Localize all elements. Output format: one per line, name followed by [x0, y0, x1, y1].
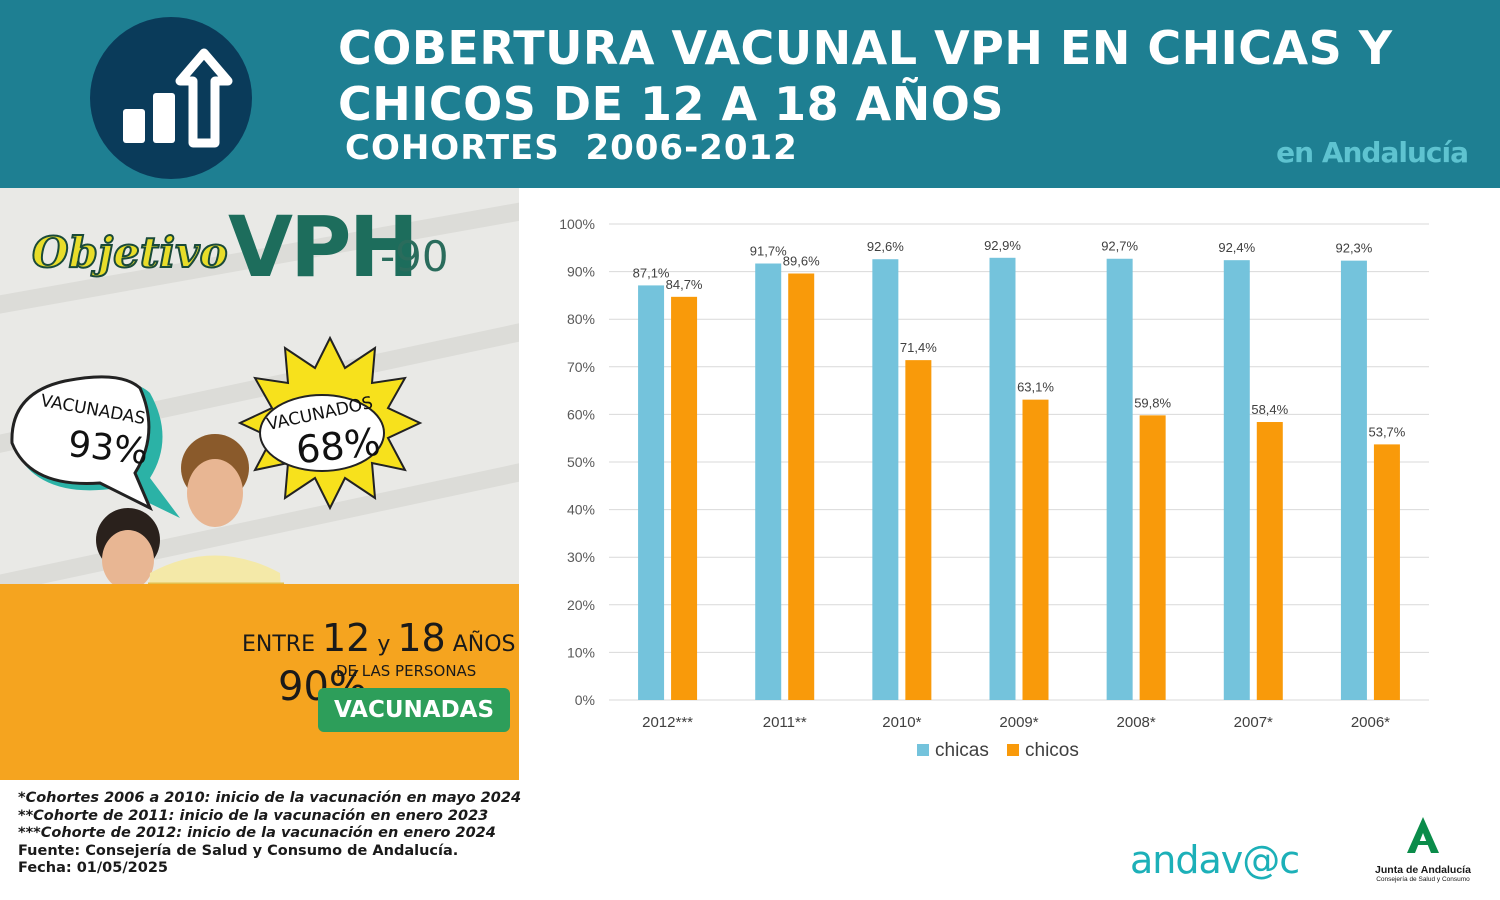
poster-logo-vph: VPH — [228, 198, 419, 296]
region-label: en Andalucía — [1276, 136, 1469, 169]
bar-chicas — [1106, 258, 1133, 700]
data-label-chicos: 71,4% — [900, 340, 937, 355]
bar-chicas — [872, 259, 899, 700]
boys-bubble-value: 68% — [293, 419, 383, 473]
junta-andalucia-emblem-icon — [1407, 817, 1439, 853]
data-label-chicas: 92,7% — [1101, 239, 1138, 254]
page-subtitle: COHORTES 2006-2012 — [345, 128, 798, 168]
y-tick-label: 60% — [567, 406, 595, 422]
x-tick-label: 2007* — [1234, 714, 1273, 731]
footnote-2: **Cohorte de 2011: inicio de la vacunaci… — [18, 807, 489, 824]
bar-chicas — [1340, 260, 1367, 700]
y-tick-label: 0% — [575, 692, 595, 708]
junta-andalucia-logo: Junta de Andalucía Consejería de Salud y… — [1368, 815, 1478, 883]
poster-age-range: ENTRE 12 y 18 AÑOS — [242, 616, 516, 660]
footnote-3: ***Cohorte de 2012: inicio de la vacunac… — [18, 825, 496, 841]
bar-chicos — [1139, 415, 1166, 700]
bar-chicas — [638, 285, 665, 700]
date-line: Fecha: 01/05/2025 — [18, 860, 169, 876]
footnotes: *Cohortes 2006 a 2010: inicio de la vacu… — [18, 790, 718, 878]
data-label-chicos: 84,7% — [666, 277, 703, 292]
bar-chicas — [989, 257, 1016, 700]
y-tick-label: 100% — [559, 216, 595, 232]
data-label-chicas: 91,7% — [750, 244, 787, 259]
x-tick-label: 2011** — [763, 714, 807, 731]
poster-people-text: DE LAS PERSONAS — [336, 662, 477, 680]
poster-bottom-strip — [0, 744, 519, 780]
x-tick-label: 2009* — [999, 714, 1038, 731]
campaign-poster: Objetivo VPH -90 VACUNADAS 93% VACUNADOS… — [0, 188, 519, 780]
girls-bubble-value: 93% — [66, 423, 150, 474]
bar-chicos — [1256, 422, 1283, 700]
y-tick-label: 40% — [567, 502, 595, 518]
bar-chicas — [1223, 260, 1250, 700]
data-label-chicos: 53,7% — [1368, 424, 1405, 439]
bar-chicos — [671, 296, 698, 700]
y-tick-label: 80% — [567, 311, 595, 327]
legend-swatch-chicos — [1007, 744, 1019, 756]
data-label-chicas: 92,6% — [867, 239, 904, 254]
data-label-chicas: 92,4% — [1218, 240, 1255, 255]
data-label-chicas: 87,1% — [633, 265, 670, 280]
x-tick-label: 2008* — [1117, 714, 1156, 731]
legend-entry-chicas: chicas — [935, 740, 989, 761]
data-label-chicas: 92,3% — [1335, 241, 1372, 256]
data-label-chicas: 92,9% — [984, 238, 1021, 253]
x-tick-label: 2010* — [882, 714, 921, 731]
coverage-chart: 0% 10% 20% 30% 40% 50% 60% 70% 80% 90% 100% 87,1% 84… — [519, 188, 1500, 788]
junta-subtitle: Consejería de Salud y Consumo — [1376, 876, 1470, 883]
y-tick-label: 90% — [567, 264, 595, 280]
bar-chicas — [755, 263, 782, 700]
junta-title: Junta de Andalucía — [1375, 864, 1471, 876]
source-line: Fuente: Consejería de Salud y Consumo de… — [18, 842, 459, 859]
bar-chicos — [1022, 399, 1049, 700]
bar-chicos — [905, 360, 932, 700]
data-label-chicos: 58,4% — [1251, 402, 1288, 417]
poster-logo-suffix: -90 — [380, 232, 449, 281]
x-tick-label: 2012*** — [642, 714, 693, 731]
page-title: COBERTURA VACUNAL VPH EN CHICAS Y CHICOS… — [338, 21, 1393, 131]
footnote-1: *Cohortes 2006 a 2010: inicio de la vacu… — [18, 790, 522, 806]
x-tick-label: 2006* — [1351, 714, 1390, 731]
y-tick-label: 20% — [567, 597, 595, 613]
legend-entry-chicos: chicos — [1025, 740, 1079, 761]
legend-swatch-chicas — [917, 744, 929, 756]
bar-chicos — [788, 273, 815, 700]
data-label-chicos: 59,8% — [1134, 395, 1171, 410]
andavac-logo: andav@c — [1130, 838, 1300, 882]
y-tick-label: 10% — [567, 644, 595, 660]
poster-logo-word: Objetivo — [31, 227, 229, 278]
poster-cta-pill: VACUNADAS — [318, 688, 510, 732]
data-label-chicos: 63,1% — [1017, 380, 1054, 395]
y-tick-label: 70% — [567, 359, 595, 375]
bar-chart: 0% 10% 20% 30% 40% 50% 60% 70% 80% 90% 100% 87,1%84… — [559, 216, 1429, 761]
y-tick-label: 50% — [567, 454, 595, 470]
y-tick-label: 30% — [567, 549, 595, 565]
header-banner: COBERTURA VACUNAL VPH EN CHICAS Y CHICOS… — [0, 0, 1500, 188]
data-label-chicos: 89,6% — [783, 254, 820, 269]
bar-chicos — [1373, 444, 1400, 700]
bar-chart-growth-icon — [90, 17, 252, 179]
